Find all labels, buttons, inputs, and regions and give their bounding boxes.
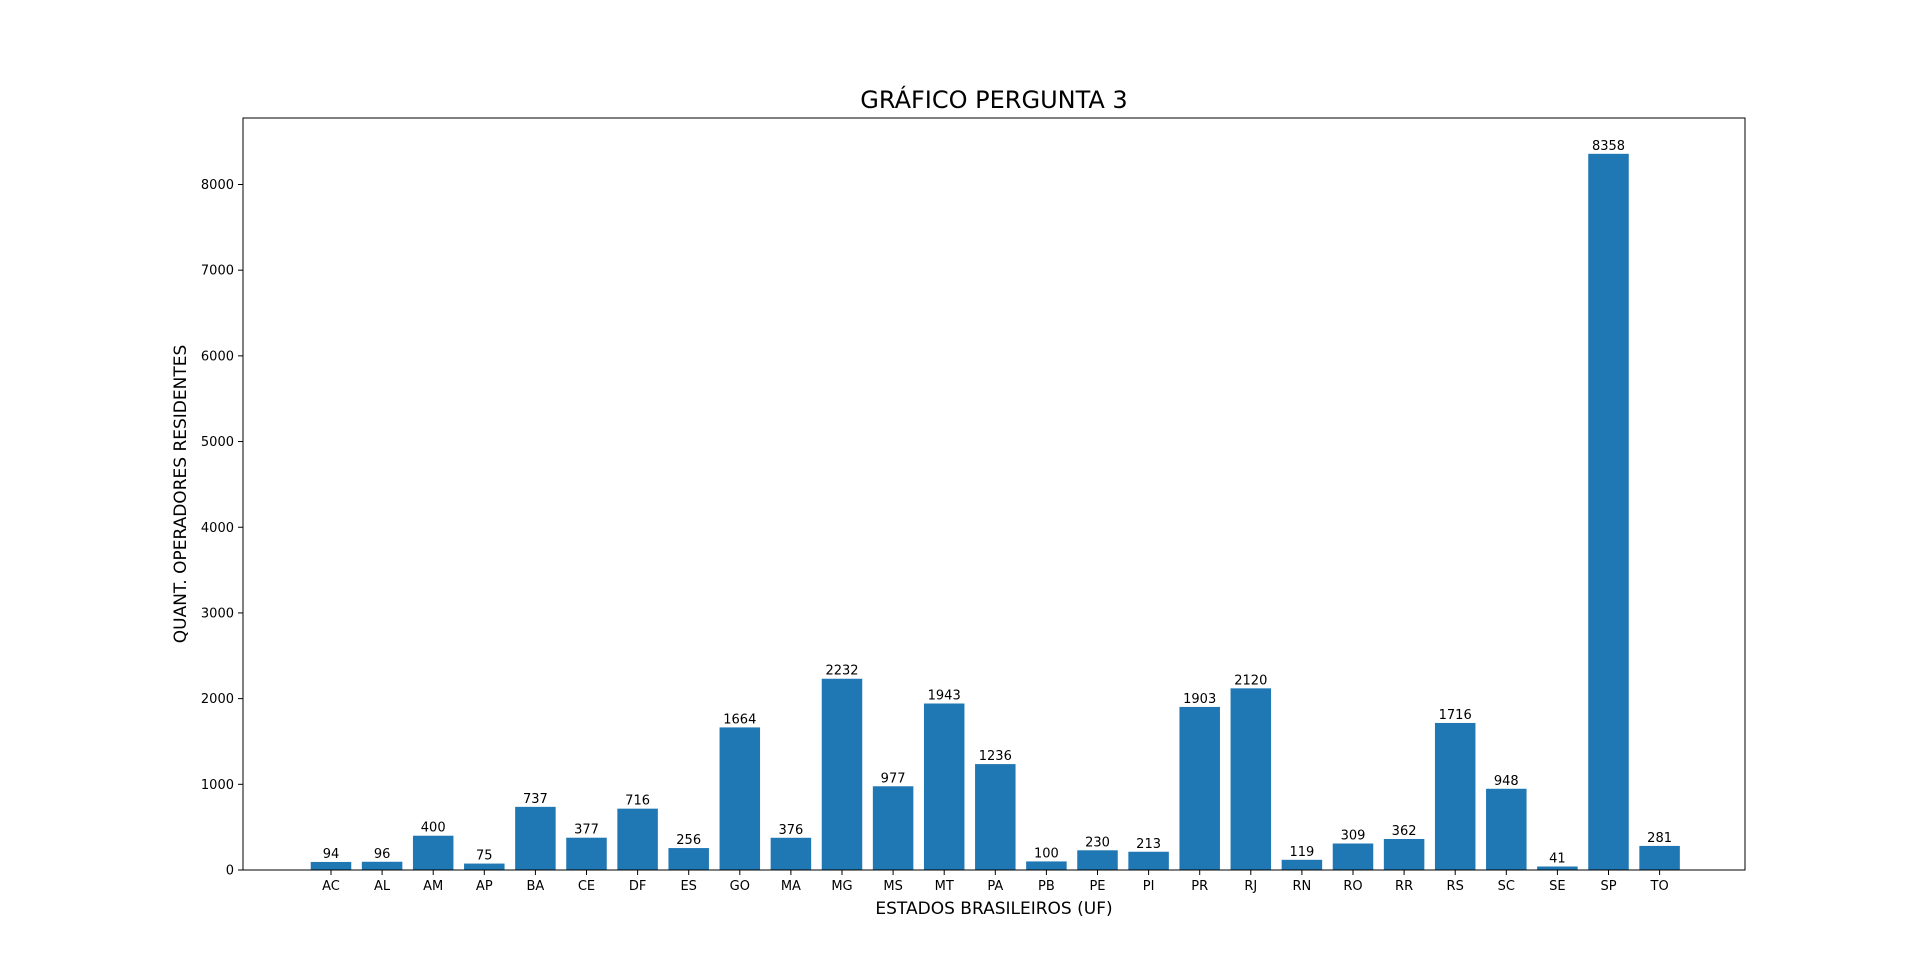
x-tick-label-pr: PR [1191, 879, 1208, 894]
x-tick-label-mt: MT [935, 879, 954, 894]
bar-al [361, 861, 403, 870]
x-tick-label-ap: AP [476, 879, 493, 894]
bar-pb [1026, 861, 1067, 870]
value-label-sc: 948 [1494, 774, 1519, 789]
y-axis-label: QUANT. OPERADORES RESIDENTES [171, 345, 191, 644]
value-label-ba: 737 [523, 792, 548, 807]
x-tick-label-se: SE [1549, 879, 1565, 894]
value-label-pi: 213 [1136, 837, 1161, 852]
y-tick-label-8000: 8000 [201, 178, 234, 193]
bar-go [719, 727, 761, 870]
value-label-pe: 230 [1085, 835, 1110, 850]
value-label-se: 41 [1549, 851, 1566, 866]
value-label-ac: 94 [323, 847, 340, 862]
y-tick-label-7000: 7000 [201, 264, 234, 279]
x-tick-label-sc: SC [1498, 879, 1515, 894]
y-tick-label-3000: 3000 [201, 606, 234, 621]
value-label-pr: 1903 [1183, 692, 1216, 707]
value-label-am: 400 [421, 821, 446, 836]
x-tick-label-rn: RN [1293, 879, 1312, 894]
y-tick-label-5000: 5000 [201, 435, 234, 450]
bar-ce [566, 837, 607, 870]
bar-ap [464, 863, 505, 870]
y-axis: 0 1000 2000 3000 4000 5000 6000 7000 8000 [201, 178, 243, 879]
x-tick-label-pb: PB [1038, 879, 1055, 894]
value-label-es: 256 [676, 833, 701, 848]
x-tick-label-pa: PA [987, 879, 1003, 894]
bar-pe [1077, 850, 1118, 870]
bars-group [310, 153, 1680, 870]
bar-pr [1179, 706, 1220, 870]
bar-rj [1230, 688, 1272, 870]
x-tick-label-ma: MA [781, 879, 801, 894]
chart-title: GRÁFICO PERGUNTA 3 [860, 85, 1127, 114]
value-label-to: 281 [1647, 831, 1672, 846]
bar-mg [821, 678, 863, 870]
x-tick-label-to: TO [1650, 879, 1669, 894]
value-label-pa: 1236 [979, 749, 1012, 764]
bar-se [1537, 866, 1578, 870]
bar-sc [1486, 788, 1527, 870]
x-tick-label-rj: RJ [1244, 879, 1257, 894]
x-tick-label-ce: CE [578, 879, 595, 894]
x-tick-label-ba: BA [526, 879, 544, 894]
plot-frame [242, 117, 1746, 871]
bar-am [412, 835, 454, 870]
x-tick-label-ac: AC [322, 879, 340, 894]
value-label-ro: 309 [1341, 829, 1366, 844]
value-label-rr: 362 [1392, 824, 1417, 839]
bar-mt [923, 703, 965, 870]
value-label-sp: 8358 [1592, 139, 1625, 154]
x-tick-label-es: ES [680, 879, 696, 894]
bar-df [617, 808, 658, 870]
value-labels-group: 94 96 400 75 737 377 716 256 1664 376 2232 977 1943 1… [323, 139, 1672, 867]
value-label-ma: 376 [778, 823, 803, 838]
x-tick-label-go: GO [730, 879, 750, 894]
bar-rn [1281, 859, 1323, 870]
y-tick-label-6000: 6000 [201, 349, 234, 364]
bar-rs [1434, 722, 1476, 870]
bar-sp [1588, 153, 1629, 870]
value-label-al: 96 [374, 847, 391, 862]
bar-es [668, 848, 709, 870]
x-tick-label-pe: PE [1089, 879, 1105, 894]
x-tick-label-rr: RR [1395, 879, 1413, 894]
value-label-rs: 1716 [1439, 708, 1472, 723]
y-tick-label-0: 0 [226, 864, 234, 879]
x-tick-label-am: AM [423, 879, 443, 894]
bar-ba [515, 806, 556, 870]
x-axis-label: ESTADOS BRASILEIROS (UF) [875, 899, 1112, 919]
value-label-pb: 100 [1034, 846, 1059, 861]
x-tick-label-mg: MG [831, 879, 852, 894]
bar-rr [1383, 838, 1425, 870]
bar-ms [872, 786, 914, 870]
x-tick-label-pi: PI [1143, 879, 1155, 894]
value-label-ms: 977 [881, 771, 906, 786]
x-tick-label-al: AL [374, 879, 391, 894]
value-label-ce: 377 [574, 823, 599, 838]
y-tick-label-2000: 2000 [201, 692, 234, 707]
x-tick-label-ms: MS [883, 879, 902, 894]
value-label-ap: 75 [476, 849, 493, 864]
y-tick-label-4000: 4000 [201, 521, 234, 536]
bar-pa [975, 764, 1016, 870]
x-tick-label-sp: SP [1600, 879, 1616, 894]
bar-ac [310, 861, 352, 870]
x-tick-label-df: DF [629, 879, 647, 894]
bar-to [1639, 845, 1680, 870]
value-label-mg: 2232 [825, 664, 858, 679]
bar-ma [770, 837, 812, 870]
x-axis: AC AL AM AP BA CE DF ES GO MA MG MS MT PA PB PE PI PR RJ RN… [322, 870, 1669, 894]
value-label-rj: 2120 [1234, 673, 1267, 688]
value-label-rn: 119 [1289, 845, 1314, 860]
value-label-mt: 1943 [928, 689, 961, 704]
value-label-df: 716 [625, 794, 650, 809]
value-label-go: 1664 [723, 712, 756, 727]
y-tick-label-1000: 1000 [201, 778, 234, 793]
x-tick-label-ro: RO [1343, 879, 1362, 894]
x-tick-label-rs: RS [1447, 879, 1464, 894]
bar-ro [1332, 843, 1374, 870]
bar-pi [1128, 851, 1169, 870]
